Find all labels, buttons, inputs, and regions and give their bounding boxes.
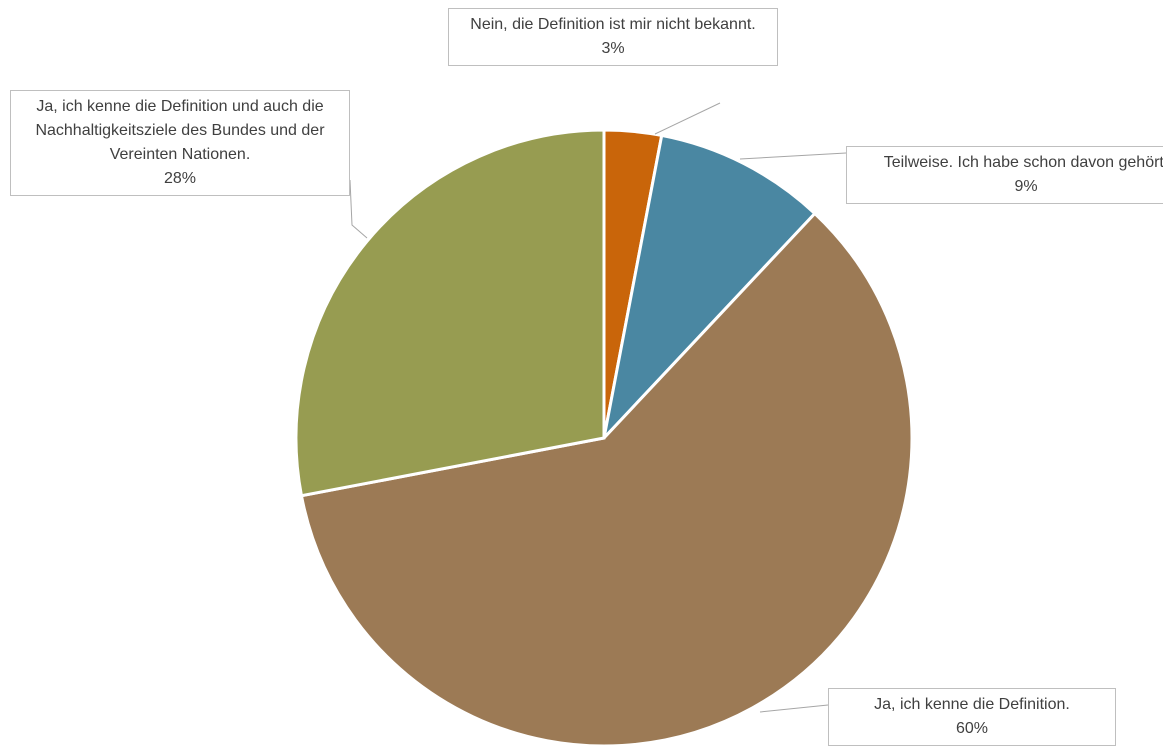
data-label: Nein, die Definition ist mir nicht bekan… bbox=[448, 8, 778, 66]
data-label: Teilweise. Ich habe schon davon gehört. 9… bbox=[846, 146, 1163, 204]
category-label: Ja, ich kenne die Definition und auch di… bbox=[35, 98, 325, 163]
category-label: Nein, die Definition ist mir nicht bekan… bbox=[470, 16, 756, 33]
value-label: 9% bbox=[1014, 178, 1038, 195]
leader-line bbox=[654, 102, 721, 135]
value-label: 3% bbox=[601, 40, 625, 57]
leader-line bbox=[759, 704, 829, 713]
value-label: 60% bbox=[955, 720, 989, 737]
data-label: Ja, ich kenne die Definition. 60% bbox=[828, 688, 1116, 746]
value-label: 28% bbox=[163, 170, 197, 187]
pie-slice bbox=[294, 128, 606, 498]
data-label: Ja, ich kenne die Definition und auch di… bbox=[10, 90, 350, 196]
category-label: Teilweise. Ich habe schon davon gehört. bbox=[883, 154, 1163, 171]
leader-line bbox=[739, 152, 847, 160]
category-label: Ja, ich kenne die Definition. bbox=[874, 696, 1070, 713]
pie-slice bbox=[299, 211, 914, 748]
leader-line bbox=[349, 179, 368, 239]
pie-slice bbox=[601, 133, 817, 443]
